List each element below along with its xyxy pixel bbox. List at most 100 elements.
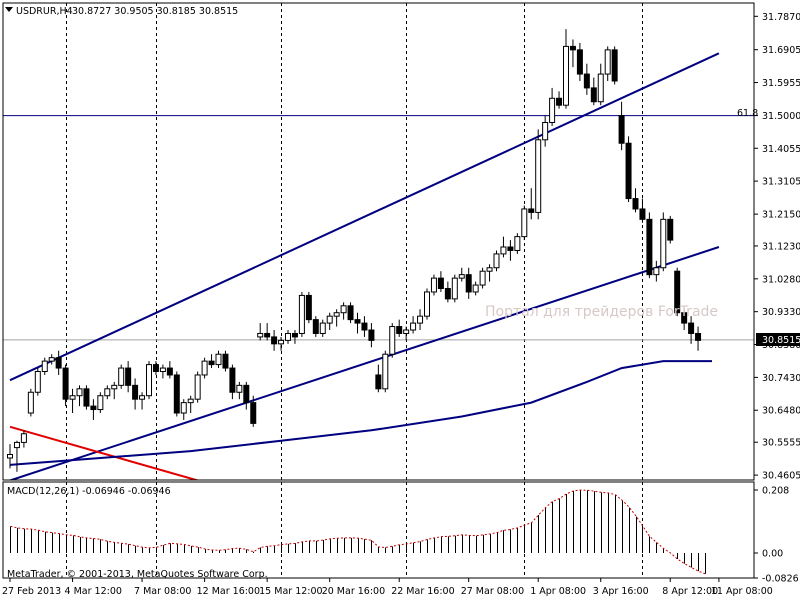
candle-body-bear [576,49,583,75]
candle-body-bull [521,208,528,238]
macd-y-tick-label: 0.208 [762,486,789,497]
candle-body-bear [173,374,180,414]
x-tick-label: 12 Mar 16:00 [197,586,260,597]
fib-level-label: 61.8 [737,108,758,119]
candle-body-bull [326,315,333,324]
candle-body-bull [76,388,83,397]
candle-body-bull [146,364,152,397]
candle-body-bear [590,87,597,103]
candle-body-bear [90,405,97,411]
candle-body-bull [535,139,542,213]
x-tick-label: 3 Apr 16:00 [593,586,649,597]
candle-body-bear [695,332,702,341]
y-tick-label: 31.1230 [762,241,800,252]
candle-body-bull [430,277,437,293]
candle-body-bull [486,267,493,272]
candle-body-bear [646,218,653,276]
candle-body-bear [437,277,444,290]
channel-upper-line [9,52,720,382]
y-tick-label: 31.4055 [762,144,800,155]
current-price-text: 30.8515 [762,335,800,346]
candle-body-bear [312,319,319,334]
y-tick-label: 30.5555 [762,438,800,449]
candle-body-bull [660,218,667,269]
y-tick-label: 30.9330 [762,307,800,318]
x-tick-label: 7 Mar 08:00 [134,586,191,597]
x-tick-label: 27 Mar 08:00 [461,586,524,597]
y-tick-label: 31.5000 [762,111,800,122]
candle-body-bull [104,388,111,397]
candle-body-bull [382,353,389,390]
candle-body-bull [118,367,125,386]
macd-y-tick-label: -0.0826 [762,574,799,585]
candle-body-bear [83,388,90,407]
candle-body-bull [542,121,549,141]
watermark-text: Портал для трейдеров ForTrade [485,304,718,320]
candle-body-bear [152,364,159,373]
y-tick-label: 31.2150 [762,210,800,221]
candle-body-bear [305,294,312,321]
candle-body-bear [208,360,215,366]
candle-body-bear [444,288,451,300]
candle-body-bull [34,371,41,393]
candle-body-bull [403,329,410,334]
x-tick-label: 1 Apr 08:00 [530,586,586,597]
candle-body-bull [139,395,146,400]
candle-body-bull [236,384,243,393]
candle-body-bear [556,97,563,106]
ohlc-label: 30.8727 30.9505 30.8185 30.8515 [72,6,238,17]
candle-body-bull [472,284,479,293]
candle-body-bull [549,97,556,123]
dropdown-triangle-icon[interactable] [5,7,13,12]
candle-body-bull [187,398,194,404]
macd-signal-line [10,489,706,575]
red-line-line [9,425,198,480]
candle-body-bear [625,142,632,200]
candle-body-bear [688,322,695,334]
candle-body-bear [611,49,618,82]
candle-body-bull [514,236,521,251]
candle-body-bull [333,312,340,317]
x-tick-label: 11 Apr 08:00 [711,586,773,597]
candle-body-bull [298,294,305,334]
candle-body-bear [361,322,368,331]
y-tick-label: 31.3105 [762,177,800,188]
price-panel-frame [2,2,755,481]
candle-body-bull [194,374,201,400]
macd-y-tick-label: 0.00 [762,549,783,560]
candle-body-bear [569,45,576,51]
candle-body-bull [451,277,458,300]
candle-body-bull [180,402,187,414]
candle-body-bear [528,208,535,213]
candle-body-bear [55,357,62,369]
x-tick-label: 22 Mar 16:00 [391,586,454,597]
channel-mid-line [9,246,720,480]
candle-body-bull [458,274,465,279]
macd-panel-frame [2,481,755,579]
current-price-tag [756,333,800,346]
candle-body-bear [667,218,674,241]
candle-body-bear [507,246,514,251]
candle-body-bear [291,332,298,338]
y-tick-label: 31.0280 [762,274,800,285]
candle-body-bull [48,357,55,362]
candle-body-bear [264,332,271,338]
candle-body-bear [354,319,361,324]
candle-body-bull [111,384,118,390]
x-tick-label: 4 Mar 12:00 [65,586,122,597]
x-tick-label: 20 Mar 16:00 [322,586,385,597]
candle-body-bear [222,353,229,369]
y-tick-label: 31.6905 [762,45,800,56]
candle-body-bear [243,384,250,404]
candle-body-bull [389,326,396,355]
candle-body-bull [410,322,417,331]
candle-body-bear [347,305,354,321]
candle-body-bull [653,267,660,276]
candle-body-bull [493,253,500,269]
x-tick-label: 27 Feb 2013 [2,586,61,597]
candle-body-bull [604,49,611,75]
candle-body-bear [62,367,69,400]
candle-body-bear [639,208,646,220]
candle-body-bull [340,305,347,314]
